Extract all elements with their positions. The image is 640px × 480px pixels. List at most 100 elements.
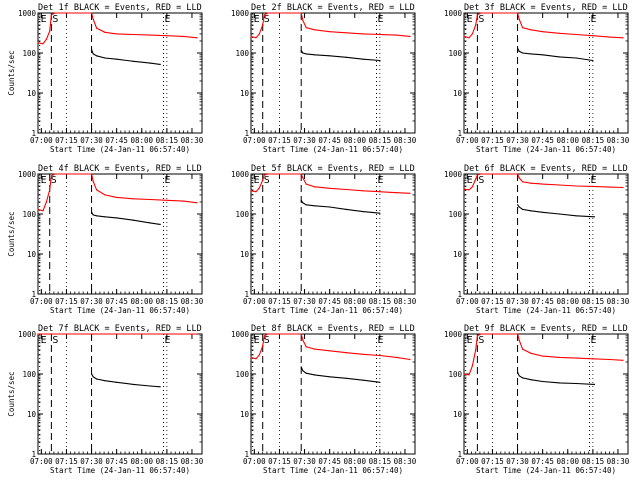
- data-point: [575, 215, 577, 217]
- x-tick-label: 07:00: [456, 457, 479, 466]
- data-point: [116, 58, 118, 60]
- y-axis-label: Counts/sec: [7, 211, 16, 256]
- data-point: [362, 33, 364, 35]
- series-line-black: [300, 50, 380, 62]
- x-tick-label: 08:00: [556, 457, 579, 466]
- data-point: [542, 183, 544, 185]
- data-point: [149, 385, 151, 387]
- x-tick-label: 08:00: [130, 136, 153, 145]
- series-line-black: [300, 366, 380, 383]
- series-line-red: [250, 333, 411, 361]
- data-point: [396, 192, 398, 194]
- y-tick-label: 100: [22, 210, 36, 219]
- y-tick-label: 1000: [444, 330, 463, 339]
- chart-panel-6: Det 6f BLACK = Events, RED = LLD 1 10 100 10…: [444, 164, 630, 315]
- data-point: [329, 55, 331, 57]
- chart-panel-7: Det 7f BLACK = Events, RED = LLD 1 10 100 10…: [7, 324, 204, 475]
- data-point: [183, 200, 185, 202]
- data-point: [302, 339, 304, 341]
- x-tick-label: 08:15: [156, 136, 179, 145]
- x-tick-label: 08:00: [556, 297, 579, 306]
- data-point: [622, 37, 624, 39]
- data-point: [300, 50, 302, 52]
- data-point: [132, 198, 134, 200]
- y-tick-label: 1000: [231, 170, 250, 179]
- data-point: [396, 34, 398, 36]
- data-point: [305, 53, 307, 55]
- y-tick-label: 1: [31, 129, 36, 138]
- data-point: [329, 350, 331, 352]
- data-point: [518, 206, 520, 208]
- event-marker-label: E: [165, 175, 171, 186]
- data-point: [42, 43, 44, 45]
- event-marker-label: E: [378, 335, 384, 346]
- event-marker-label: E: [591, 335, 597, 346]
- data-point: [518, 339, 520, 341]
- x-tick-label: 07:15: [268, 297, 291, 306]
- data-point: [362, 353, 364, 355]
- data-point: [609, 36, 611, 38]
- data-point: [159, 386, 161, 388]
- data-point: [91, 333, 93, 335]
- data-point: [45, 201, 48, 203]
- x-tick-label: 07:00: [30, 297, 53, 306]
- y-tick-label: 10: [453, 250, 463, 259]
- data-point: [132, 33, 134, 36]
- data-point: [302, 202, 304, 204]
- data-point: [530, 29, 532, 31]
- data-point: [329, 31, 331, 33]
- data-point: [379, 381, 381, 383]
- x-axis-label: Start Time (24-Jan-11 06:57:40): [50, 306, 190, 315]
- x-tick-label: 07:00: [456, 136, 479, 145]
- data-point: [409, 358, 411, 361]
- event-marker-label: E: [467, 175, 473, 186]
- data-point: [302, 177, 304, 179]
- data-point: [542, 54, 544, 56]
- chart-panel-1: Det 1f BLACK = Events, RED = LLD 1 10 100 10…: [7, 3, 204, 154]
- series-line-red: [37, 12, 198, 45]
- data-point: [37, 42, 39, 44]
- x-tick-label: 08:30: [394, 457, 417, 466]
- y-tick-label: 100: [448, 210, 462, 219]
- y-tick-label: 100: [235, 49, 249, 58]
- plot-frame: [463, 173, 629, 295]
- data-point: [300, 333, 302, 335]
- event-marker-label: E: [591, 175, 597, 186]
- y-tick-label: 1: [457, 450, 462, 459]
- data-point: [480, 12, 482, 14]
- x-tick-label: 07:45: [318, 136, 341, 145]
- data-point: [37, 333, 39, 335]
- data-point: [96, 27, 98, 29]
- data-point: [575, 33, 577, 36]
- y-tick-label: 10: [27, 410, 37, 419]
- x-tick-label: 08:30: [607, 457, 630, 466]
- event-marker-label: S: [51, 175, 57, 186]
- y-tick-label: 100: [22, 370, 36, 379]
- y-tick-label: 1000: [231, 330, 250, 339]
- data-point: [396, 356, 398, 358]
- data-point: [267, 173, 269, 175]
- y-tick-label: 10: [240, 89, 250, 98]
- data-point: [116, 33, 118, 35]
- data-point: [471, 33, 473, 35]
- x-tick-label: 07:15: [55, 457, 78, 466]
- x-tick-label: 07:45: [318, 457, 341, 466]
- data-point: [329, 376, 331, 378]
- data-point: [314, 54, 316, 56]
- data-point: [530, 379, 532, 381]
- data-point: [522, 181, 524, 183]
- data-point: [50, 14, 53, 16]
- data-point: [314, 186, 316, 188]
- data-point: [149, 62, 151, 64]
- data-point: [476, 335, 478, 337]
- data-point: [159, 223, 161, 225]
- x-tick-label: 07:15: [55, 136, 78, 145]
- data-point: [96, 215, 98, 217]
- data-point: [263, 335, 265, 337]
- data-point: [517, 47, 519, 50]
- x-axis-label: Start Time (24-Jan-11 06:57:40): [476, 145, 616, 154]
- data-point: [609, 358, 611, 361]
- x-tick-label: 07:30: [80, 457, 103, 466]
- x-tick-label: 07:30: [506, 136, 529, 145]
